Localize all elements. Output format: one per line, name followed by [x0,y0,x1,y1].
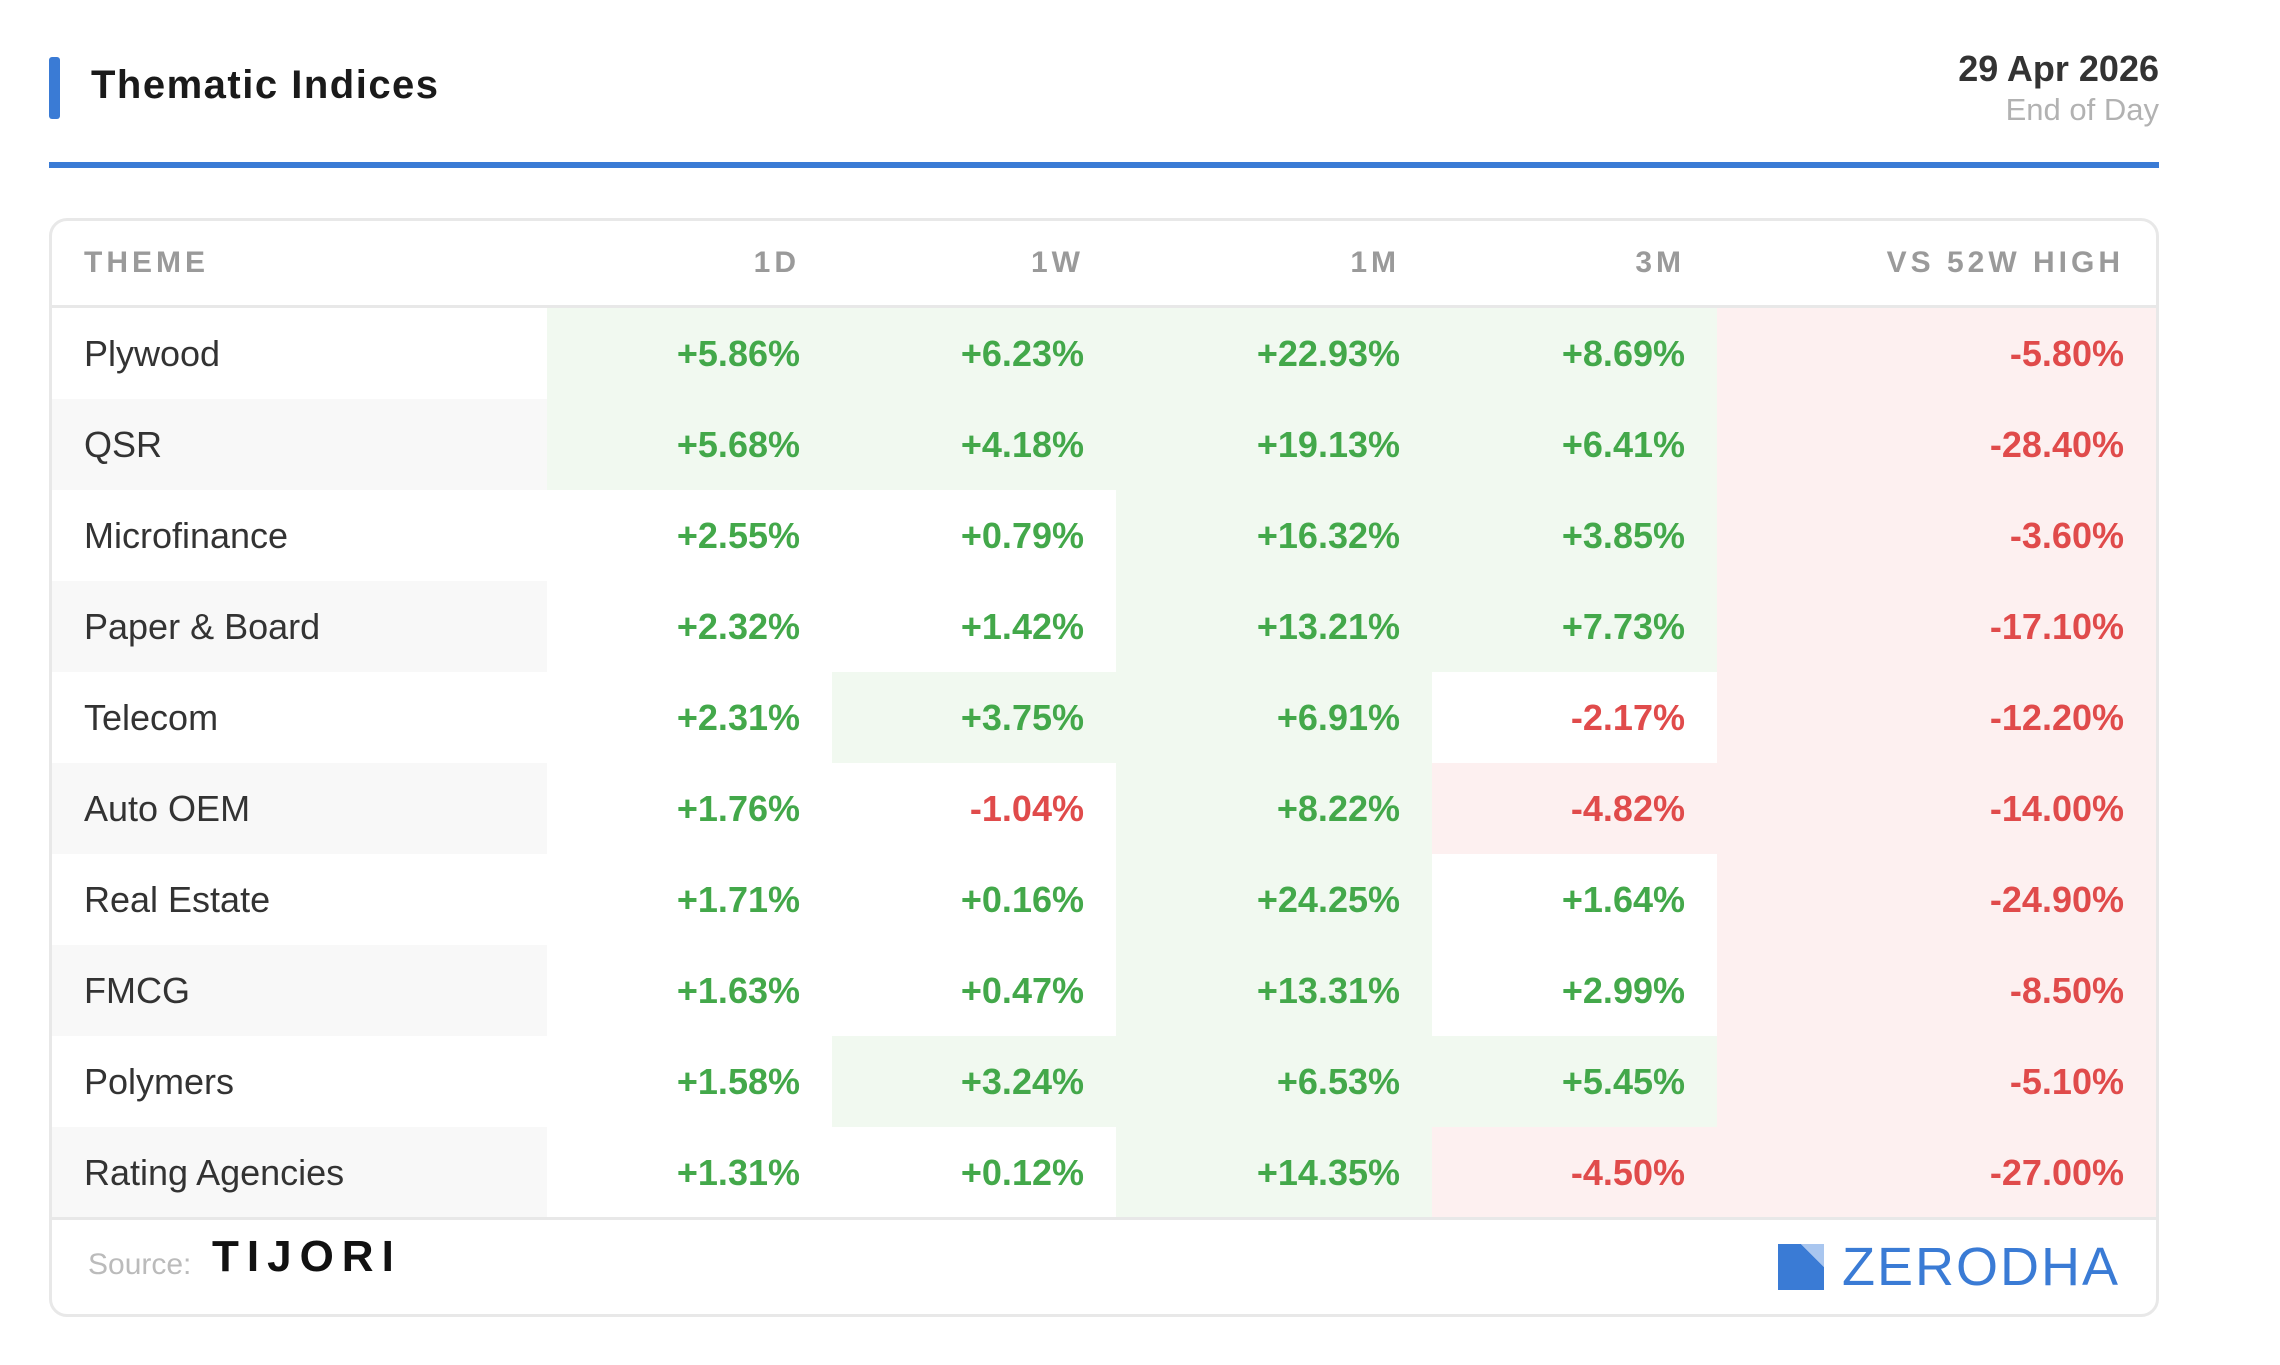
indices-table-card: THEME 1D 1W 1M 3M VS 52W HIGH Plywood +5.… [49,218,2159,1317]
value-cell-3m: +8.69% [1432,306,1717,399]
brand-name: ZERODHA [1841,1237,2120,1297]
column-header-1d: 1D [547,221,832,308]
report-period: End of Day [2005,92,2159,127]
value-cell-3m: +5.45% [1432,1036,1717,1127]
theme-name-cell: Paper & Board [52,581,547,672]
value-cell-1d: +1.58% [676,1060,800,1102]
table-row: Telecom +2.31% +3.75% +6.91% -2.17% -12.20% [52,672,2156,763]
theme-name-cell: Real Estate [84,878,271,920]
title-accent-bar [49,57,60,119]
value-cell-3m: +1.64% [1561,878,1685,920]
value-cell-vs-52w-high: -5.10% [1717,1036,2156,1127]
theme-name-cell: QSR [52,399,547,490]
column-header-theme: THEME [52,221,547,308]
value-cell-vs-52w-high: -14.00% [1717,763,2156,854]
value-cell-1d: +5.68% [547,399,832,490]
brand: ZERODHA [1777,1237,2120,1297]
value-cell-3m: -4.50% [1432,1127,1717,1218]
value-cell-1m: +14.35% [1116,1127,1432,1218]
header: Thematic Indices 29 Apr 2026 End of Day [49,45,2159,165]
value-cell-1d: +1.71% [676,878,800,920]
table-row: Plywood +5.86% +6.23% +22.93% +8.69% -5.80% [52,306,2156,399]
page-title: Thematic Indices [91,63,440,107]
source-label: Source: [88,1248,192,1281]
theme-name-cell: FMCG [52,945,547,1036]
theme-name-cell: Rating Agencies [52,1127,547,1218]
table-body: Plywood +5.86% +6.23% +22.93% +8.69% -5.80% QS… [52,306,2156,1218]
table-row: Polymers +1.58% +3.24% +6.53% +5.45% -5.10% [52,1036,2156,1127]
value-cell-1m: +8.22% [1116,763,1432,854]
table-row: QSR +5.68% +4.18% +19.13% +6.41% -28.40% [52,399,2156,490]
value-cell-1d: +1.63% [676,969,800,1011]
value-cell-1w: +1.42% [960,605,1084,647]
column-header-1m: 1M [1116,221,1432,308]
value-cell-3m: -2.17% [1570,696,1685,738]
value-cell-vs-52w-high: -24.90% [1717,854,2156,945]
value-cell-1w: +0.16% [960,878,1084,920]
footer: Source: TIJORI ZERODHA [52,1217,2156,1314]
table-row: Microfinance +2.55% +0.79% +16.32% +3.85% -3.… [52,490,2156,581]
column-header-1w: 1W [832,221,1116,308]
value-cell-vs-52w-high: -3.60% [1717,490,2156,581]
source-logo: TIJORI [212,1232,402,1281]
value-cell-1m: +13.31% [1116,945,1432,1036]
value-cell-vs-52w-high: -28.40% [1717,399,2156,490]
theme-name-cell: Telecom [84,696,219,738]
value-cell-1d: +1.31% [676,1151,800,1193]
value-cell-1w: +0.79% [960,514,1084,556]
table-row: Rating Agencies +1.31% +0.12% +14.35% -4.50%… [52,1127,2156,1218]
value-cell-1w: +0.12% [960,1151,1084,1193]
value-cell-1m: +22.93% [1116,306,1432,399]
value-cell-vs-52w-high: -5.80% [1717,306,2156,399]
theme-name-cell: Plywood [84,332,221,374]
column-header-3m: 3M [1432,221,1717,308]
table-row: Auto OEM +1.76% -1.04% +8.22% -4.82% -14.00% [52,763,2156,854]
indices-table: THEME 1D 1W 1M 3M VS 52W HIGH Plywood +5.… [52,221,2156,1218]
header-divider [49,162,2159,168]
value-cell-1w: +3.24% [832,1036,1116,1127]
value-cell-1m: +6.91% [1116,672,1432,763]
value-cell-1m: +19.13% [1116,399,1432,490]
value-cell-vs-52w-high: -27.00% [1717,1127,2156,1218]
table-row: FMCG +1.63% +0.47% +13.31% +2.99% -8.50% [52,945,2156,1036]
value-cell-1m: +6.53% [1116,1036,1432,1127]
value-cell-1m: +13.21% [1116,581,1432,672]
value-cell-1d: +5.86% [547,306,832,399]
report-date: 29 Apr 2026 [1958,48,2159,89]
zerodha-logo-icon [1777,1244,1824,1290]
theme-name-cell: Microfinance [84,514,289,556]
value-cell-1w: +3.75% [832,672,1116,763]
value-cell-3m: +6.41% [1432,399,1717,490]
table-row: Paper & Board +2.32% +1.42% +13.21% +7.73% -1… [52,581,2156,672]
theme-name-cell: Auto OEM [52,763,547,854]
column-header-vs-52w-high: VS 52W HIGH [1717,221,2156,308]
table-header-row: THEME 1D 1W 1M 3M VS 52W HIGH [52,221,2156,308]
value-cell-vs-52w-high: -17.10% [1717,581,2156,672]
theme-name-cell: Polymers [84,1060,235,1102]
value-cell-1w: +4.18% [832,399,1116,490]
date-block: 29 Apr 2026 End of Day [1958,48,2159,128]
value-cell-1d: +2.32% [676,605,800,647]
value-cell-3m: +2.99% [1561,969,1685,1011]
value-cell-1d: +1.76% [676,787,800,829]
value-cell-vs-52w-high: -8.50% [1717,945,2156,1036]
table-row: Real Estate +1.71% +0.16% +24.25% +1.64% -24.… [52,854,2156,945]
value-cell-1w: +6.23% [832,306,1116,399]
value-cell-3m: +3.85% [1432,490,1717,581]
value-cell-1w: +0.47% [960,969,1084,1011]
value-cell-1d: +2.31% [676,696,800,738]
value-cell-1m: +16.32% [1116,490,1432,581]
value-cell-1m: +24.25% [1116,854,1432,945]
value-cell-1w: -1.04% [969,787,1084,829]
value-cell-3m: -4.82% [1432,763,1717,854]
value-cell-1d: +2.55% [676,514,800,556]
value-cell-3m: +7.73% [1432,581,1717,672]
value-cell-vs-52w-high: -12.20% [1717,672,2156,763]
